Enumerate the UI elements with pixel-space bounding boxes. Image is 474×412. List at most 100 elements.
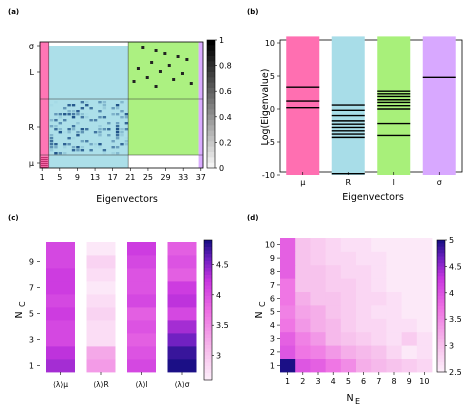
panel-d-cell [280,305,296,319]
panel-d-cell [340,291,357,306]
panel-a-speckle [76,146,80,149]
panel-d-ytick-label: 7 [270,281,275,290]
panel-a-speckle [120,134,124,137]
panel-a-colorbar-cell [207,77,215,84]
panel-d-cell [295,251,311,266]
panel-d-colorbar-cell [437,299,445,304]
panel-a-speckle [115,146,120,149]
panel-a-mu-pixel [41,163,48,165]
panel-d-cell [325,251,342,266]
panel-d-colorbar-cell [437,368,445,373]
panel-c-colorbar-cell [204,254,212,258]
panel-c-cell [46,281,75,295]
panel-d-cell [371,318,387,333]
panel-a-colorbar-label: 0.4 [219,113,232,122]
panel-d-ytick-label: 8 [270,268,275,277]
panel-d-cell [310,264,326,279]
panel-d-cell [310,238,326,252]
panel-d-colorbar-cell [437,348,445,353]
panel-a-colorbar-cell [207,125,215,132]
panel-d-colorbar-cell [437,246,445,251]
panel-d-ytick-label: 2 [270,348,275,357]
panel-a-colorbar-cell [207,162,215,169]
panel-d-cell [371,331,387,346]
panel-d-cell [401,291,418,306]
panel-d-cell [416,251,433,266]
panel-d-colorbar-cell [437,355,445,360]
panel-a-speckle [80,149,85,152]
panel-d-cell [325,318,342,333]
panel-a-speckle [111,146,115,149]
panel-d-cell [401,278,418,292]
panel-d-colorbar-cell [437,325,445,330]
panel-d-cell [295,238,311,252]
panel-a-speckle [67,131,71,134]
panel-a-colorbar-cell [207,61,215,68]
panel-a-colorbar-cell [207,152,215,158]
panel-a-xtick-label: 1 [40,173,45,182]
panel-a-speckle [54,128,58,131]
panel-c-colorbar-cell [204,261,212,265]
panel-c-colorbar-cell [204,313,212,318]
panel-c-colorbar-cell [204,331,212,335]
panel-c-colorbar-cell [204,289,212,293]
panel-d-ytick-label: 4 [270,321,275,330]
panel-a-colorbar-cell [207,104,215,110]
panel-d-xtick-label: 9 [407,377,412,386]
panel-a-dark-pixel [189,82,193,85]
panel-d-cell [416,358,433,373]
panel-a-speckle [115,122,120,125]
panel-b-xtick-label: l [393,178,395,187]
panel-c-cell [167,359,197,373]
panel-c-cell [167,307,197,321]
panel-d-cell [416,345,433,359]
panel-c-colorbar-cell [204,324,212,328]
panel-b-xtick-label: μ [300,178,305,187]
panel-d-cell [310,331,326,346]
panel-a-speckle [80,128,85,131]
panel-c-cell [86,294,116,308]
panel-a-dark-pixel [185,58,189,61]
panel-a-speckle [124,137,129,140]
panel-d-ytick-label: 6 [270,294,275,303]
panel-d-cell [401,238,418,252]
panel-c-colorbar-cell [204,247,212,251]
panel-a-colorbar-cell [207,114,215,121]
panel-b-ytick-label: -5 [267,138,275,147]
panel-d-xlabel: N E [346,393,360,406]
panel-a-speckle [76,113,80,116]
panel-c-cell [127,359,156,373]
panel-d-xtick-label: 2 [300,377,305,386]
panel-d-xtick-label: 10 [419,377,429,386]
panel-a-dark-pixel [163,52,167,55]
panel-d-colorbar-label: 4 [449,289,454,298]
panel-a-speckle [93,119,98,122]
panel-d-cell [280,238,296,252]
panel-a-speckle [71,125,76,128]
panel-a-speckle [115,125,120,128]
panel-c-colorbar-label: 3.5 [216,321,229,330]
panel-d-ylabel: N C [254,301,267,319]
panel-a-speckle [98,101,102,104]
panel-a-dark-pixel [172,78,176,81]
panel-c-cell [86,255,116,269]
panel-b-xtick-label: R [345,178,351,187]
panel-a-speckle [54,143,58,146]
panel-a-dark-pixel [145,76,149,79]
panel-d-cell [310,251,326,266]
panel-c-colorbar-cell [204,243,212,248]
panel-a-mu-pixel [41,161,48,163]
panel-a-speckle [93,143,98,146]
panel-d-cell [356,291,372,306]
panel-a-speckle [76,110,80,113]
panel-d-cell [371,305,387,319]
panel-c-colorbar-cell [204,285,212,290]
panel-a-speckle [76,134,80,137]
panel-a-colorbar-cell [207,50,215,57]
panel-b-ytick-label: 5 [270,72,275,81]
panel-c-cell [46,333,75,347]
panel-d-cell [280,291,296,306]
panel-a-speckle [102,149,107,152]
panel-b-frame [279,39,463,173]
